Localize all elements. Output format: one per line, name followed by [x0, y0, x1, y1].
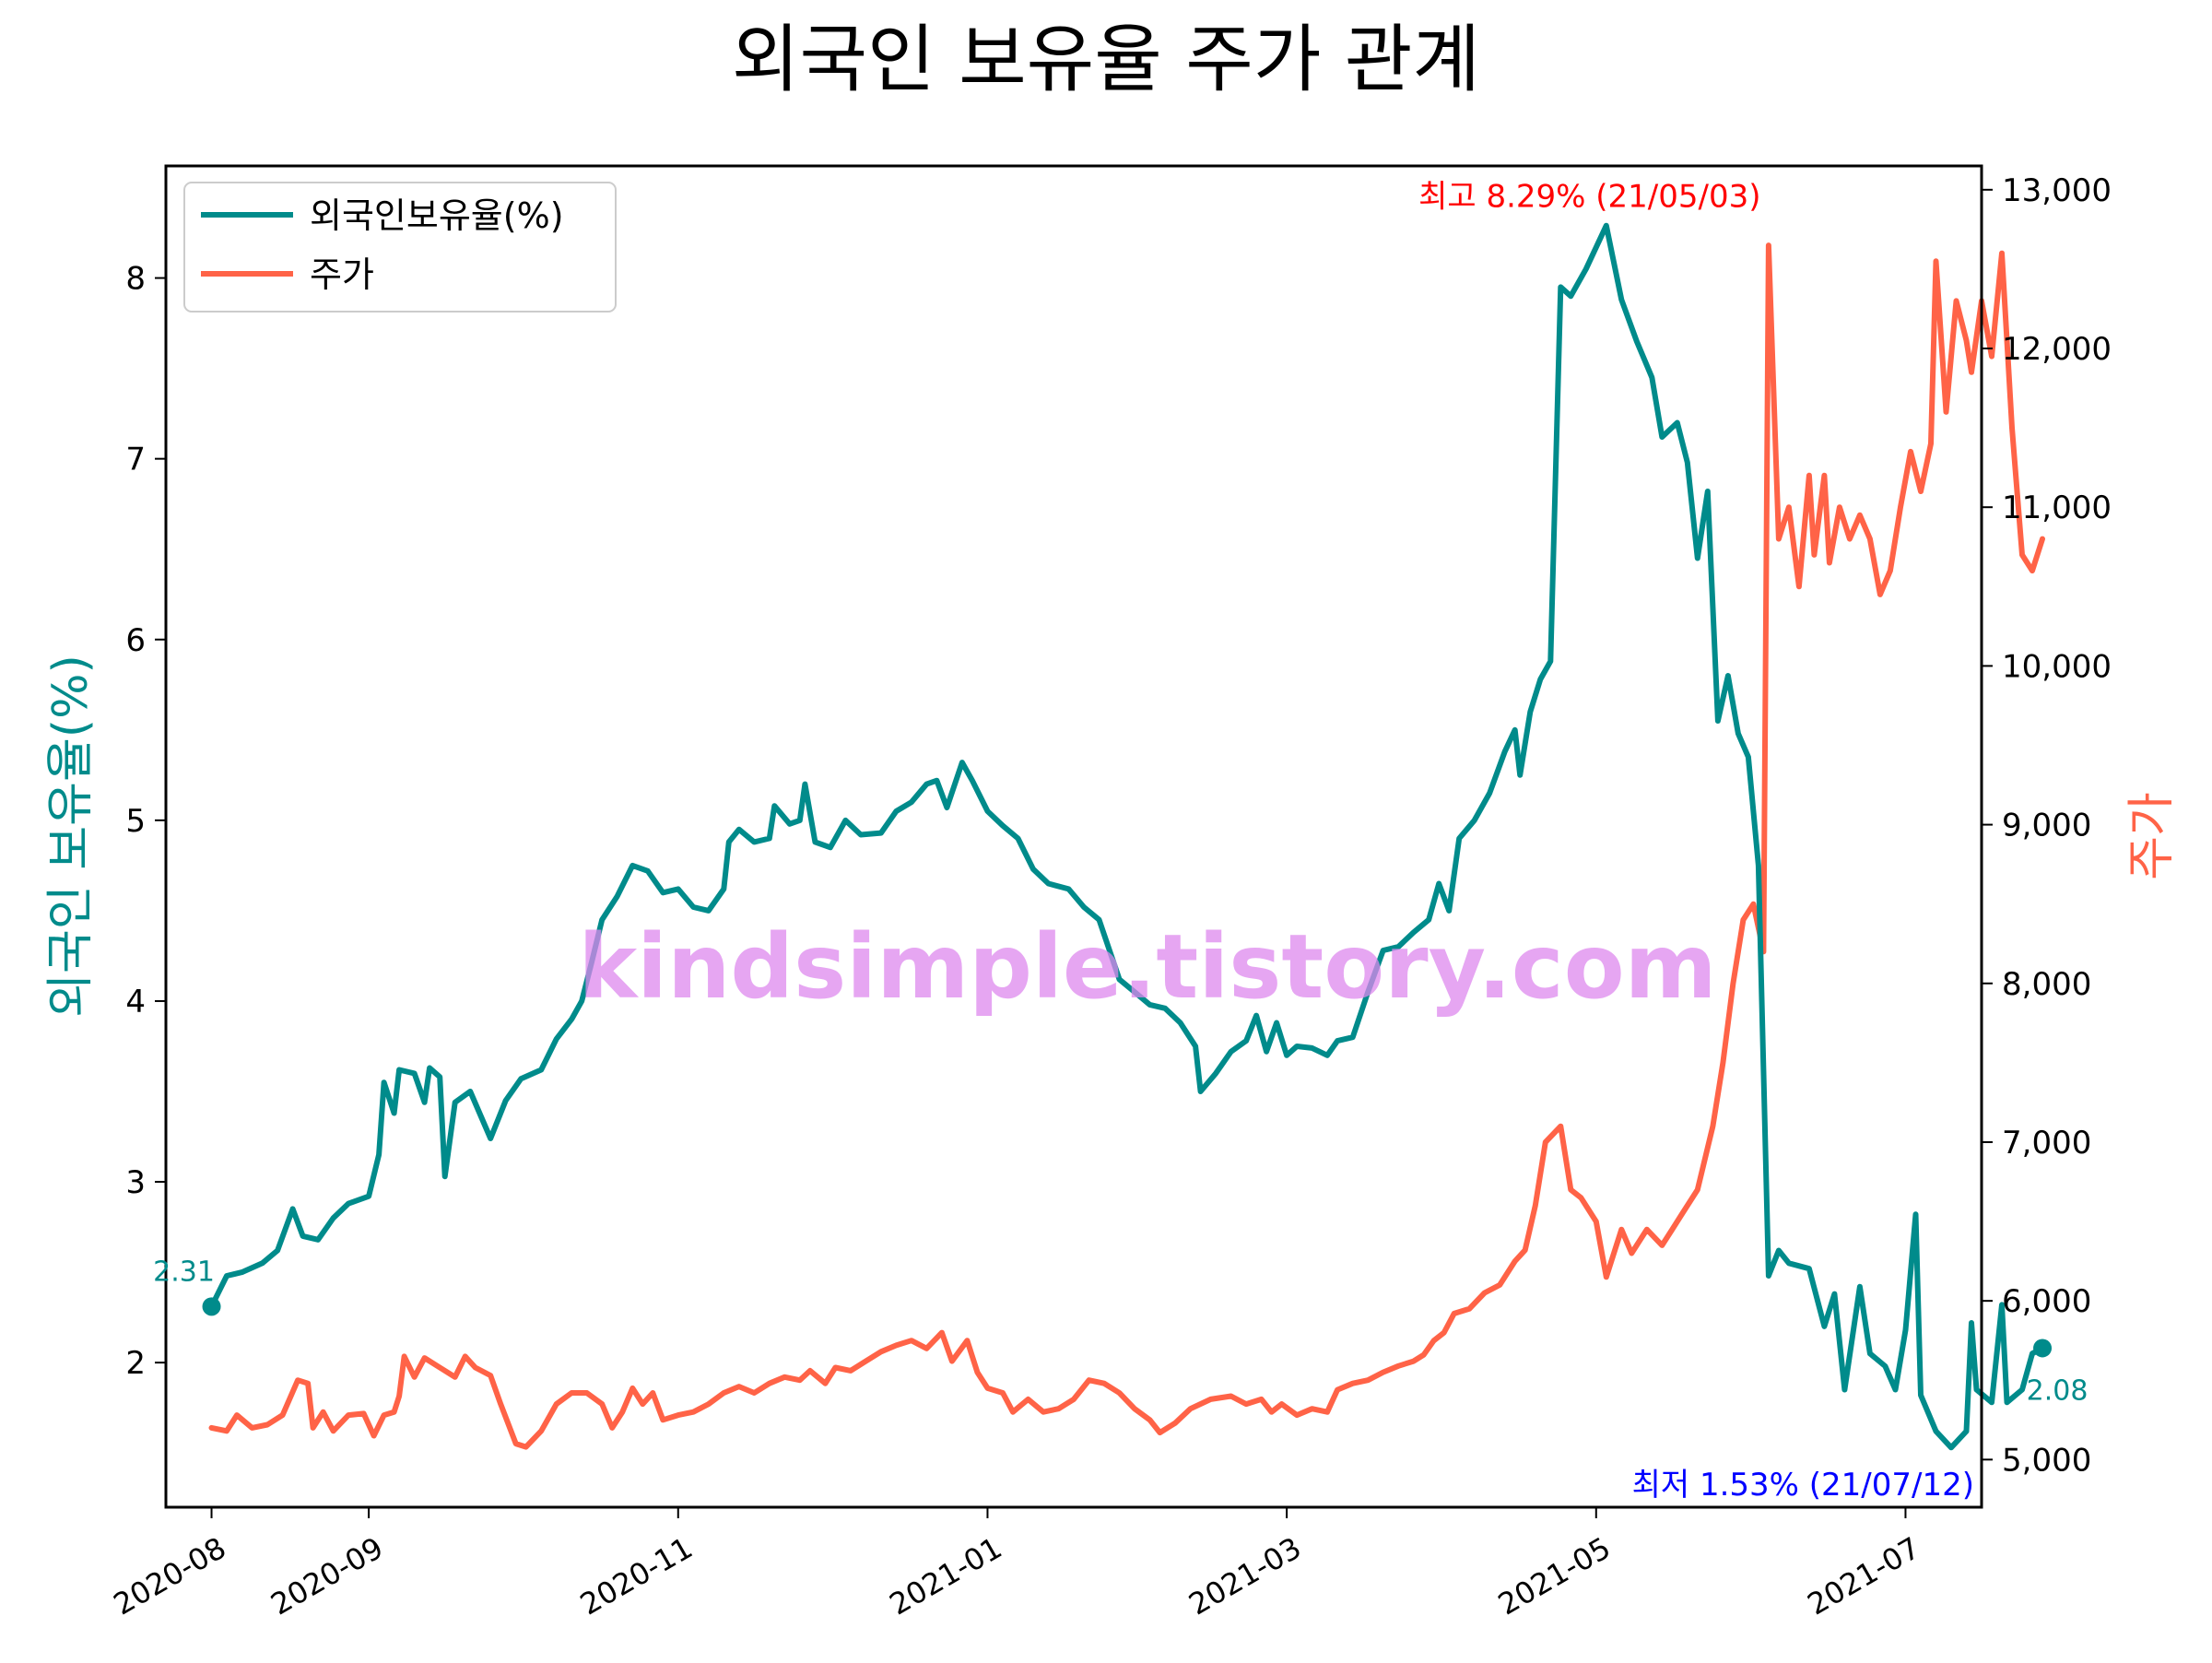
- end-value-label: 2.08: [2027, 1374, 2088, 1407]
- legend: 외국인보유율(%) 주가: [183, 182, 617, 313]
- right-y-tick-label: 7,000: [2002, 1125, 2091, 1162]
- left-y-tick-label: 6: [125, 622, 146, 659]
- left-y-tick-label: 7: [125, 442, 146, 478]
- right-y-tick-label: 9,000: [2002, 808, 2091, 844]
- right-y-tick-label: 10,000: [2002, 648, 2112, 685]
- max-annotation: 최고 8.29% (21/05/03): [1418, 179, 1760, 216]
- legend-label-ownership: 외국인보유율(%): [310, 195, 564, 236]
- x-tick-label: 2021-01: [884, 1530, 1008, 1622]
- chart-title: 외국인 보유율 주가 관계: [732, 17, 1480, 102]
- x-tick-label: 2021-05: [1492, 1530, 1617, 1622]
- min-annotation: 최저 1.53% (21/07/12): [1632, 1467, 1974, 1504]
- start-value-label: 2.31: [153, 1256, 215, 1288]
- watermark: kindsimple.tistory.com: [578, 915, 1716, 1019]
- left-axis-label: 외국인 보유율(%): [43, 655, 99, 1018]
- right-y-tick-label: 12,000: [2002, 331, 2112, 368]
- x-tick-label: 2020-09: [265, 1530, 389, 1622]
- axes-layer: 2020-08 2020-09 2020-11 2021-01 2021-03 2021-…: [108, 172, 2112, 1622]
- right-y-tick-label: 11,000: [2002, 489, 2112, 526]
- legend-label-price: 주가: [310, 254, 374, 295]
- x-tick-label: 2021-03: [1182, 1530, 1307, 1622]
- series-layer: [208, 222, 2045, 1451]
- annotation-layer: 최고 8.29% (21/05/03) 최저 1.53% (21/07/12) 2.…: [153, 179, 2088, 1504]
- x-tick-label: 2020-08: [108, 1530, 232, 1622]
- price-series-line: [208, 242, 2045, 1450]
- left-y-tick-label: 8: [125, 261, 146, 298]
- left-y-tick-label: 5: [125, 803, 146, 840]
- left-y-tick-label: 4: [125, 984, 146, 1020]
- left-y-tick-label: 2: [125, 1345, 146, 1382]
- end-point-marker: [2033, 1339, 2053, 1358]
- right-axis-label: 주가: [2124, 792, 2180, 880]
- right-y-tick-label: 6,000: [2002, 1283, 2091, 1320]
- plot-frame: [164, 164, 1983, 1509]
- ownership-series-line: [208, 222, 2045, 1451]
- x-tick-label: 2020-11: [574, 1530, 699, 1622]
- right-y-tick-label: 8,000: [2002, 966, 2091, 1003]
- right-y-tick-label: 13,000: [2002, 172, 2112, 209]
- left-y-tick-label: 3: [125, 1164, 146, 1201]
- start-point-marker: [202, 1297, 221, 1316]
- right-y-tick-label: 5,000: [2002, 1442, 2091, 1479]
- x-tick-label: 2021-07: [1802, 1530, 1926, 1622]
